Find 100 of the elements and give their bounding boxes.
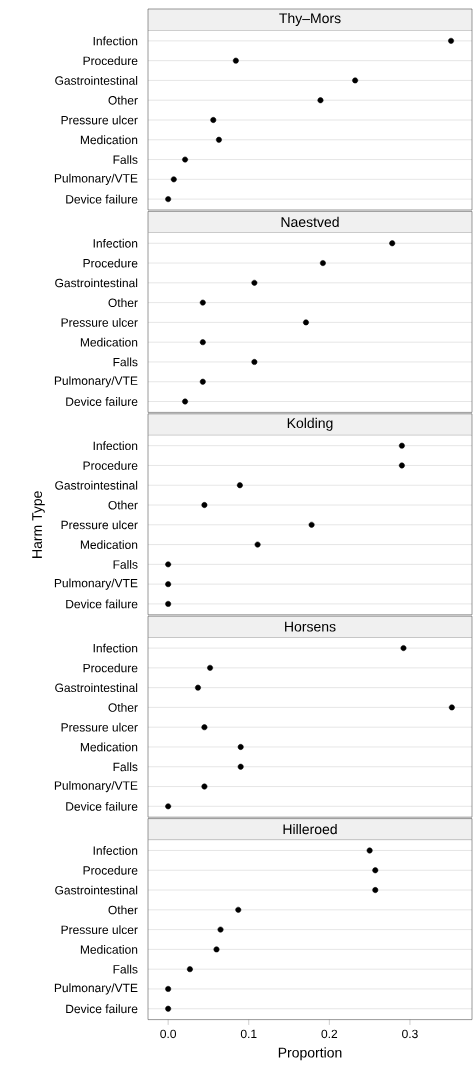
y-tick-label: Device failure [66,599,138,609]
y-tick-label: Medication [80,337,138,347]
y-tick-label: Falls [113,155,138,164]
y-tick-label: Infection [93,643,138,653]
y-tick-label: Device failure [66,801,138,811]
y-tick-label: Gastrointestinal [55,683,138,693]
x-tick-label: 0.1 [240,1029,257,1039]
y-tick-label: Other [108,500,138,510]
x-tick-label: 0.2 [321,1029,338,1039]
y-tick-label: Pulmonary/VTE [54,376,138,388]
point [165,1005,172,1012]
y-tick-label: Other [108,95,138,105]
point [199,299,206,306]
point [251,359,258,365]
y-tick-label: Pulmonary/VTE [54,983,138,995]
point [303,319,309,326]
y-tick-label: Infection [93,36,138,46]
point [217,926,224,933]
y-tick-label: Medication [80,540,138,549]
point [366,847,373,854]
point [236,482,243,489]
y-tick-label: Medication [80,742,138,752]
y-tick-label: Gastrointestinal [55,278,138,288]
y-tick-label: Pressure ulcer [61,115,138,125]
chart-title: Hilleroed [283,823,337,835]
point [251,279,258,286]
point [317,97,324,104]
y-tick-label: Pressure ulcer [61,722,138,732]
y-tick-label: Falls [113,964,138,974]
point [165,581,172,588]
y-tick-label: Pressure ulcer [61,317,138,327]
y-tick-label: Infection [93,238,138,248]
y-tick-label: Procedure [83,461,138,470]
y-tick-label: Other [108,905,138,915]
point [182,398,189,405]
point [389,240,396,247]
text: 0.0 [160,1029,177,1039]
y-tick-label: Device failure [66,1004,138,1014]
point [199,339,206,346]
point [182,156,189,163]
point [232,57,239,64]
y-tick-label: Pulmonary/VTE [54,173,138,185]
y-tick-label: Infection [93,441,138,451]
point [213,946,220,953]
point [398,442,405,449]
point [210,117,217,123]
y-tick-label: Device failure [66,397,138,406]
y-axis-title: Harm Type [32,491,45,558]
point [186,966,193,973]
y-tick-label: Pressure ulcer [61,520,138,530]
y-tick-label: Falls [113,559,138,569]
y-tick-label: Pulmonary/VTE [54,578,138,590]
y-tick-label: Other [108,703,138,712]
point [165,561,172,568]
y-tick-label: Gastrointestinal [55,480,138,490]
point [398,462,405,469]
y-tick-label: Other [108,298,138,308]
point [448,37,454,44]
y-tick-label: Pulmonary/VTE [54,780,138,793]
x-tick-label: 0.3 [402,1029,418,1039]
point [195,684,201,691]
point [165,196,172,203]
y-tick-label: Infection [93,846,138,855]
point [352,77,359,84]
y-tick-label: Procedure [83,663,138,673]
point [237,763,244,770]
y-tick-label: Falls [113,762,138,772]
y-tick-label: Gastrointestinal [55,76,138,85]
point [308,521,315,528]
chart-title: Horsens [285,621,336,632]
chart-title: Thy–Mors [279,12,341,27]
y-tick-label: Procedure [83,56,138,66]
y-tick-label: Falls [113,357,138,367]
y-tick-label: Gastrointestinal [55,885,138,895]
point [201,502,208,508]
y-tick-label: Device failure [66,194,138,204]
point [448,704,455,711]
point [201,783,208,790]
y-tick-label: Procedure [83,258,138,268]
point [201,724,208,731]
point [165,803,172,810]
point [199,378,206,385]
y-tick-label: Medication [80,135,138,145]
x-axis-title: Proportion [278,1047,342,1061]
point [235,906,242,913]
point [400,645,407,652]
y-tick-label: Medication [80,944,138,954]
chart-title: Kolding [287,417,333,431]
point [170,176,177,183]
point [165,986,172,992]
point [254,541,261,548]
point [319,260,326,266]
point [215,136,222,143]
y-tick-label: Procedure [83,865,138,875]
chart-title: Naestved [281,216,339,228]
point [372,867,379,874]
point [237,744,244,750]
point [372,887,379,893]
point [165,600,172,607]
y-tick-label: Pressure ulcer [61,925,138,935]
